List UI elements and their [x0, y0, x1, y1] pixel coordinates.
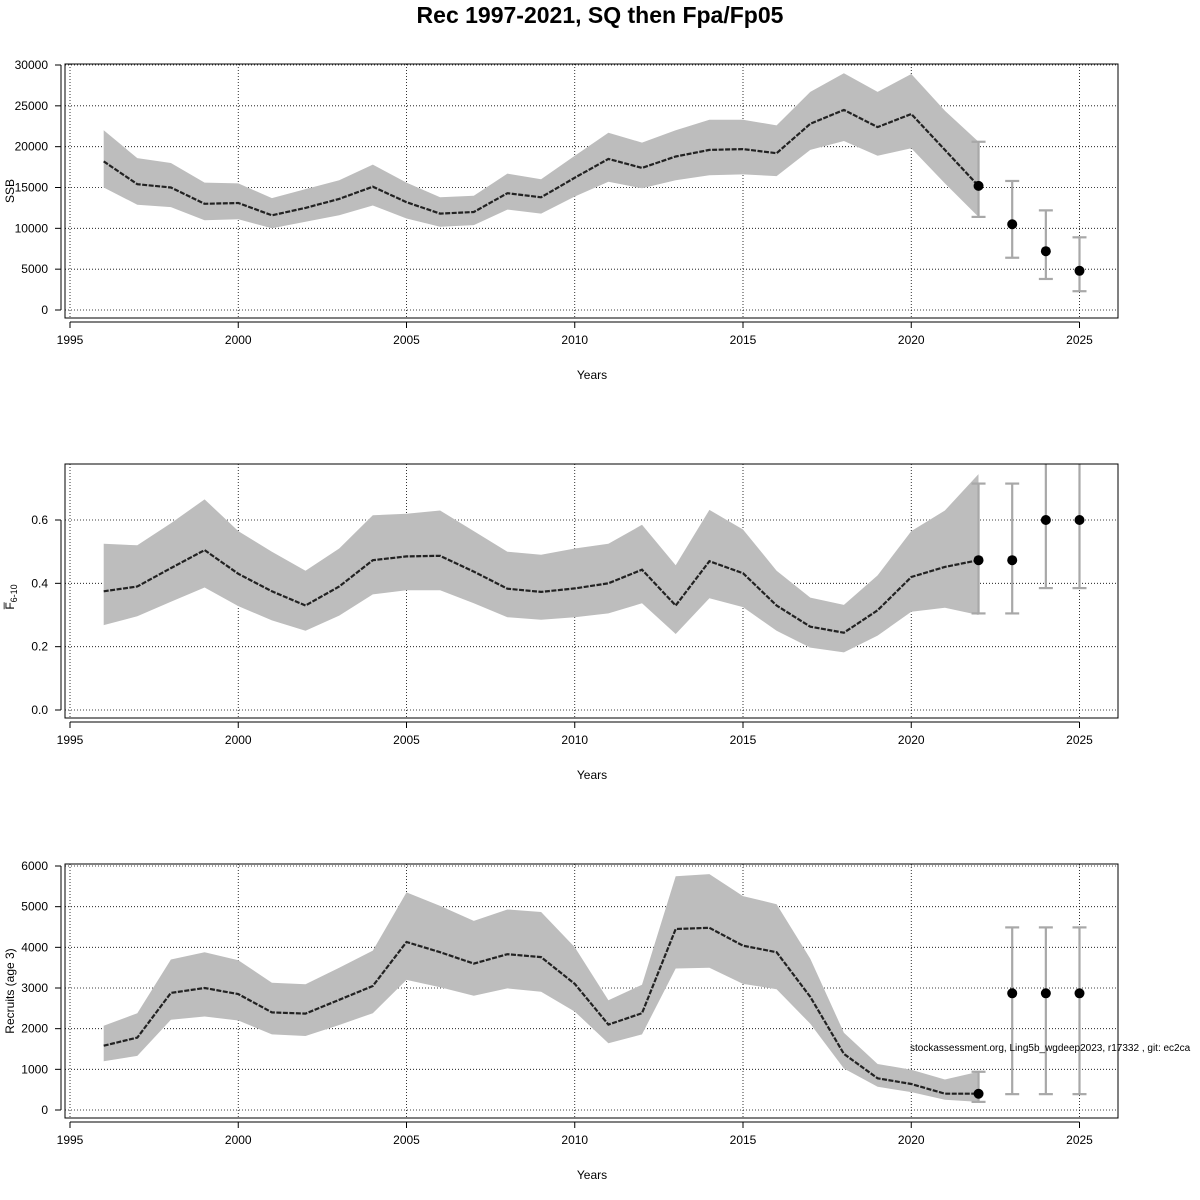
forecast-errorbar-2023: [1005, 482, 1020, 615]
forecast-errorbar-2025: [1072, 236, 1087, 293]
x-tick-label: 1995: [57, 333, 84, 347]
forecast-errorbar-2022: [971, 140, 986, 218]
forecast-point-2024: [1040, 246, 1051, 257]
forecast-point-2025: [1074, 265, 1085, 276]
y-tick-label: 0.6: [31, 513, 48, 527]
confidence-band: [103, 73, 979, 229]
y-tick-label: 15000: [15, 181, 49, 195]
y-tick-label: 4000: [21, 940, 48, 954]
x-axis: 1995 2000 2005 2010 2015 2020 2025 Years: [57, 721, 1093, 782]
y-tick-label: 0.2: [31, 640, 48, 654]
y-tick-label: 6000: [21, 859, 48, 873]
x-tick-label: 2000: [225, 1133, 252, 1147]
chart-panel-2: 1995 2000 2005 2010 2015 2020 2025Years0.00.20…: [3, 463, 1119, 782]
x-tick-label: 2000: [225, 333, 252, 347]
x-tick-label: 2025: [1066, 333, 1093, 347]
x-tick-label: 2005: [393, 733, 420, 747]
x-tick-label: 2015: [730, 733, 757, 747]
page-title: Rec 1997-2021, SQ then Fpa/Fp05: [416, 2, 784, 28]
plot-frame: [64, 63, 1119, 319]
forecast-errorbar-2025: [1072, 926, 1087, 1096]
y-tick-label: 0.4: [31, 576, 48, 590]
x-axis-title: Years: [577, 368, 607, 382]
forecast-errorbar-2024: [1038, 464, 1053, 590]
x-tick-label: 2015: [730, 1133, 757, 1147]
y-axis: 0 1000 2000 3000 4000 5000 6000 Recruits (age 3…: [3, 859, 62, 1117]
y-tick-label: 3000: [21, 981, 48, 995]
plot-frame: [64, 463, 1119, 719]
x-tick-label: 1995: [57, 1133, 84, 1147]
plot-frame: [64, 863, 1119, 1119]
forecast-errorbar-2024: [1038, 209, 1053, 281]
forecast-point-2022: [973, 555, 984, 566]
x-tick-label: 2010: [561, 733, 588, 747]
x-tick-label: 2020: [898, 333, 925, 347]
y-tick-label: 0: [41, 303, 48, 317]
x-tick-label: 2005: [393, 1133, 420, 1147]
forecast-errorbar-2025: [1072, 464, 1087, 590]
y-tick-label: 30000: [15, 58, 49, 72]
y-axis-title: SSB: [3, 179, 17, 203]
confidence-band: [103, 474, 979, 653]
chart-panel-3: 1995 2000 2005 2010 2015 2020 2025 Years 0 1000 20…: [3, 859, 1119, 1182]
y-tick-label: 20000: [15, 140, 49, 154]
forecast-point-2025: [1074, 515, 1085, 525]
x-tick-label: 1995: [57, 733, 84, 747]
x-tick-label: 2005: [393, 333, 420, 347]
confidence-band: [103, 874, 979, 1102]
x-tick-label: 2025: [1066, 733, 1093, 747]
forecast-point-2022: [973, 1088, 984, 1099]
estimate-line: [103, 108, 980, 217]
x-tick-label: 2020: [898, 1133, 925, 1147]
x-tick-label: 2010: [561, 1133, 588, 1147]
y-axis: 0.0 0.2 0.4 0.6 F̅6-10: [3, 513, 62, 717]
x-axis-title: Years: [577, 1168, 607, 1182]
y-tick-label: 5000: [21, 900, 48, 914]
estimate-line: [103, 926, 979, 1095]
estimate-line: [103, 548, 979, 634]
x-axis: 1995 2000 2005 2010 2015 2020 2025 Years: [57, 321, 1093, 382]
y-tick-label: 5000: [21, 262, 48, 276]
x-axis: 1995 2000 2005 2010 2015 2020 2025 Years: [57, 1121, 1093, 1182]
y-axis: 0 5000 10000 15000 20000 25000 30000 SSB: [3, 58, 62, 317]
x-tick-label: 2015: [730, 333, 757, 347]
y-tick-label: 0: [41, 1103, 48, 1117]
x-tick-label: 2010: [561, 333, 588, 347]
y-tick-label: 1000: [21, 1062, 48, 1076]
forecast-point-2024: [1040, 515, 1051, 525]
chart-panel-1: 1995 2000 2005 2010 2015 2020 2025 Years 0 5000 10…: [3, 58, 1119, 382]
x-axis-title: Years: [577, 768, 607, 782]
forecast-point-2024: [1040, 988, 1051, 999]
x-tick-label: 2000: [225, 733, 252, 747]
forecast-point-2023: [1007, 219, 1018, 230]
y-axis-title: F̅6-10: [3, 584, 19, 609]
forecast-point-2023: [1007, 988, 1018, 999]
x-tick-label: 2020: [898, 733, 925, 747]
forecast-point-2023: [1007, 555, 1018, 566]
y-tick-label: 25000: [15, 99, 49, 113]
y-tick-label: 0.0: [31, 703, 48, 717]
y-tick-label: 10000: [15, 221, 49, 235]
y-axis-title: Recruits (age 3): [3, 948, 17, 1033]
x-tick-label: 2025: [1066, 1133, 1093, 1147]
forecast-errorbar-2022: [971, 482, 986, 615]
forecast-point-2025: [1074, 988, 1085, 999]
forecast-point-2022: [973, 180, 984, 191]
y-tick-label: 2000: [21, 1022, 48, 1036]
forecast-errorbar-2023: [1005, 926, 1020, 1096]
footer-note: stockassessment.org, Ling5b_wgdeep2023, …: [910, 1043, 1191, 1054]
forecast-errorbar-2024: [1038, 926, 1053, 1096]
